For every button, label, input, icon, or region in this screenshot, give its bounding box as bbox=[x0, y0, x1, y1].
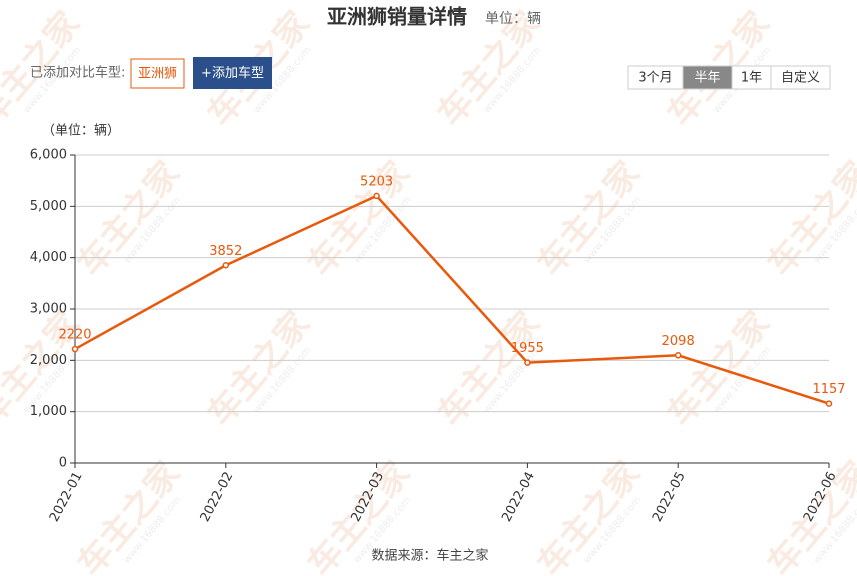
x-tick-label: 2022-01 bbox=[47, 469, 86, 524]
data-label: 3852 bbox=[209, 244, 242, 259]
y-tick-label: 3,000 bbox=[30, 302, 67, 317]
x-tick-label: 2022-05 bbox=[650, 469, 689, 524]
compared-model-chip[interactable] bbox=[130, 58, 185, 89]
data-label: 2220 bbox=[58, 328, 91, 343]
period-tabs: 3个月 半年 1年 自定义 bbox=[627, 65, 831, 90]
y-tick-label: 1,000 bbox=[30, 404, 67, 419]
y-tick-label: 5,000 bbox=[30, 199, 67, 214]
y-tick-label: 4,000 bbox=[30, 250, 67, 265]
data-label: 5203 bbox=[360, 174, 393, 189]
y-tick-label: 0 bbox=[59, 456, 67, 471]
x-tick-label: 2022-02 bbox=[198, 469, 237, 524]
source: 数据来源：车主之家 bbox=[371, 548, 488, 564]
chart-title: 亚洲狮销量详情 bbox=[327, 5, 467, 29]
data-label: 1955 bbox=[511, 341, 544, 356]
x-tick-label: 2022-04 bbox=[499, 469, 538, 524]
data-point bbox=[524, 359, 531, 366]
compared-model[interactable]: 亚洲狮 bbox=[138, 67, 177, 82]
data-label: 2098 bbox=[662, 334, 695, 349]
y-axis-label: （单位：辆） bbox=[42, 124, 120, 139]
add-model-button[interactable] bbox=[193, 57, 272, 89]
data-point bbox=[71, 345, 79, 353]
chart-subtitle: 单位：辆 bbox=[485, 11, 541, 27]
period-tab-label[interactable]: 自定义 bbox=[781, 71, 820, 86]
period-tab-label[interactable]: 半年 bbox=[694, 71, 720, 86]
y-tick-label: 2,000 bbox=[30, 353, 67, 368]
period-tab-label[interactable]: 3个月 bbox=[638, 71, 672, 86]
period-tab[interactable] bbox=[770, 65, 831, 90]
watermark-layer: 车主之家www.16888.com车主之家www.16888.com车主之家ww… bbox=[0, 4, 857, 576]
compare-label: 已添加对比车型: bbox=[30, 65, 125, 81]
data-point bbox=[222, 262, 230, 269]
watermark-text: 车主之家 bbox=[760, 154, 857, 284]
series-line bbox=[74, 194, 830, 405]
data-label: 1157 bbox=[812, 382, 845, 397]
period-tab-label[interactable]: 1年 bbox=[741, 71, 762, 86]
data-point bbox=[373, 192, 380, 200]
data-point bbox=[825, 400, 833, 407]
y-tick-label: 6,000 bbox=[30, 148, 67, 163]
data-point bbox=[674, 352, 682, 359]
add-model-label[interactable]: +添加车型 bbox=[201, 65, 264, 81]
